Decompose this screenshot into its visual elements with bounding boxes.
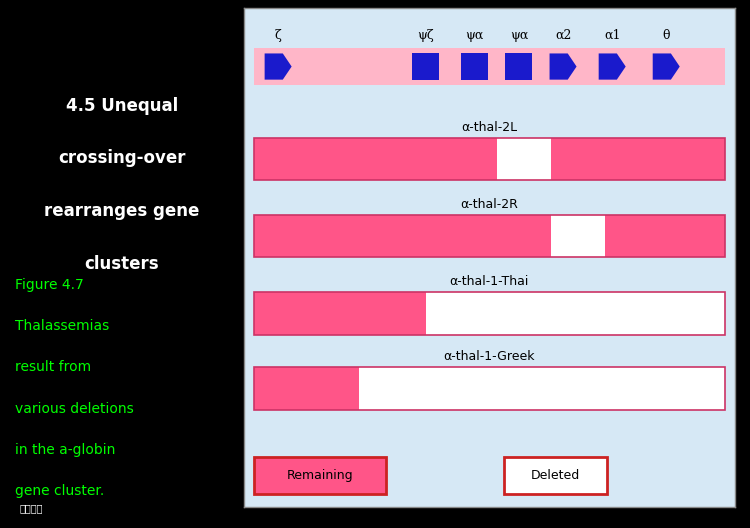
Bar (604, 215, 725, 257)
Bar (254, 293, 425, 335)
Bar (412, 53, 439, 80)
Bar (550, 215, 604, 257)
Text: clusters: clusters (85, 255, 159, 273)
Text: 清华大学: 清华大学 (20, 503, 44, 513)
Polygon shape (550, 53, 577, 80)
Text: ψα: ψα (466, 29, 484, 42)
Text: result from: result from (15, 361, 91, 374)
Bar (254, 457, 386, 494)
Bar (496, 138, 550, 180)
Bar (254, 367, 725, 410)
Bar (254, 138, 496, 180)
Bar (254, 215, 550, 257)
Text: ζ: ζ (274, 29, 281, 42)
Text: rearranges gene: rearranges gene (44, 202, 200, 220)
Bar (254, 367, 725, 410)
Polygon shape (265, 53, 292, 80)
Bar (506, 53, 532, 80)
Text: α1: α1 (604, 29, 620, 42)
Bar (504, 457, 608, 494)
Bar (254, 138, 725, 180)
Text: α-thal-1-Thai: α-thal-1-Thai (450, 275, 529, 288)
Text: crossing-over: crossing-over (58, 149, 186, 167)
Text: Thalassemias: Thalassemias (15, 319, 109, 333)
Bar (254, 215, 725, 257)
Bar (461, 53, 488, 80)
Text: 4.5 Unequal: 4.5 Unequal (66, 97, 178, 115)
Bar (254, 367, 359, 410)
Text: α-thal-1-Greek: α-thal-1-Greek (444, 350, 536, 363)
Bar (254, 48, 725, 85)
Text: α-thal-2L: α-thal-2L (461, 121, 518, 134)
Bar (254, 215, 725, 257)
Text: α2: α2 (555, 29, 572, 42)
Text: ψζ: ψζ (417, 29, 434, 42)
Polygon shape (652, 53, 680, 80)
Text: Figure 4.7: Figure 4.7 (15, 278, 83, 292)
Text: Remaining: Remaining (286, 469, 353, 482)
Text: in the a-globin: in the a-globin (15, 443, 115, 457)
Bar (254, 138, 725, 180)
Bar (550, 138, 725, 180)
Text: Deleted: Deleted (531, 469, 580, 482)
Polygon shape (598, 53, 625, 80)
Text: α-thal-2R: α-thal-2R (460, 198, 518, 211)
Text: various deletions: various deletions (15, 402, 134, 416)
Text: gene cluster.: gene cluster. (15, 484, 104, 498)
Bar (254, 293, 725, 335)
Text: θ: θ (662, 29, 670, 42)
Text: ψα: ψα (510, 29, 528, 42)
Bar (254, 293, 725, 335)
